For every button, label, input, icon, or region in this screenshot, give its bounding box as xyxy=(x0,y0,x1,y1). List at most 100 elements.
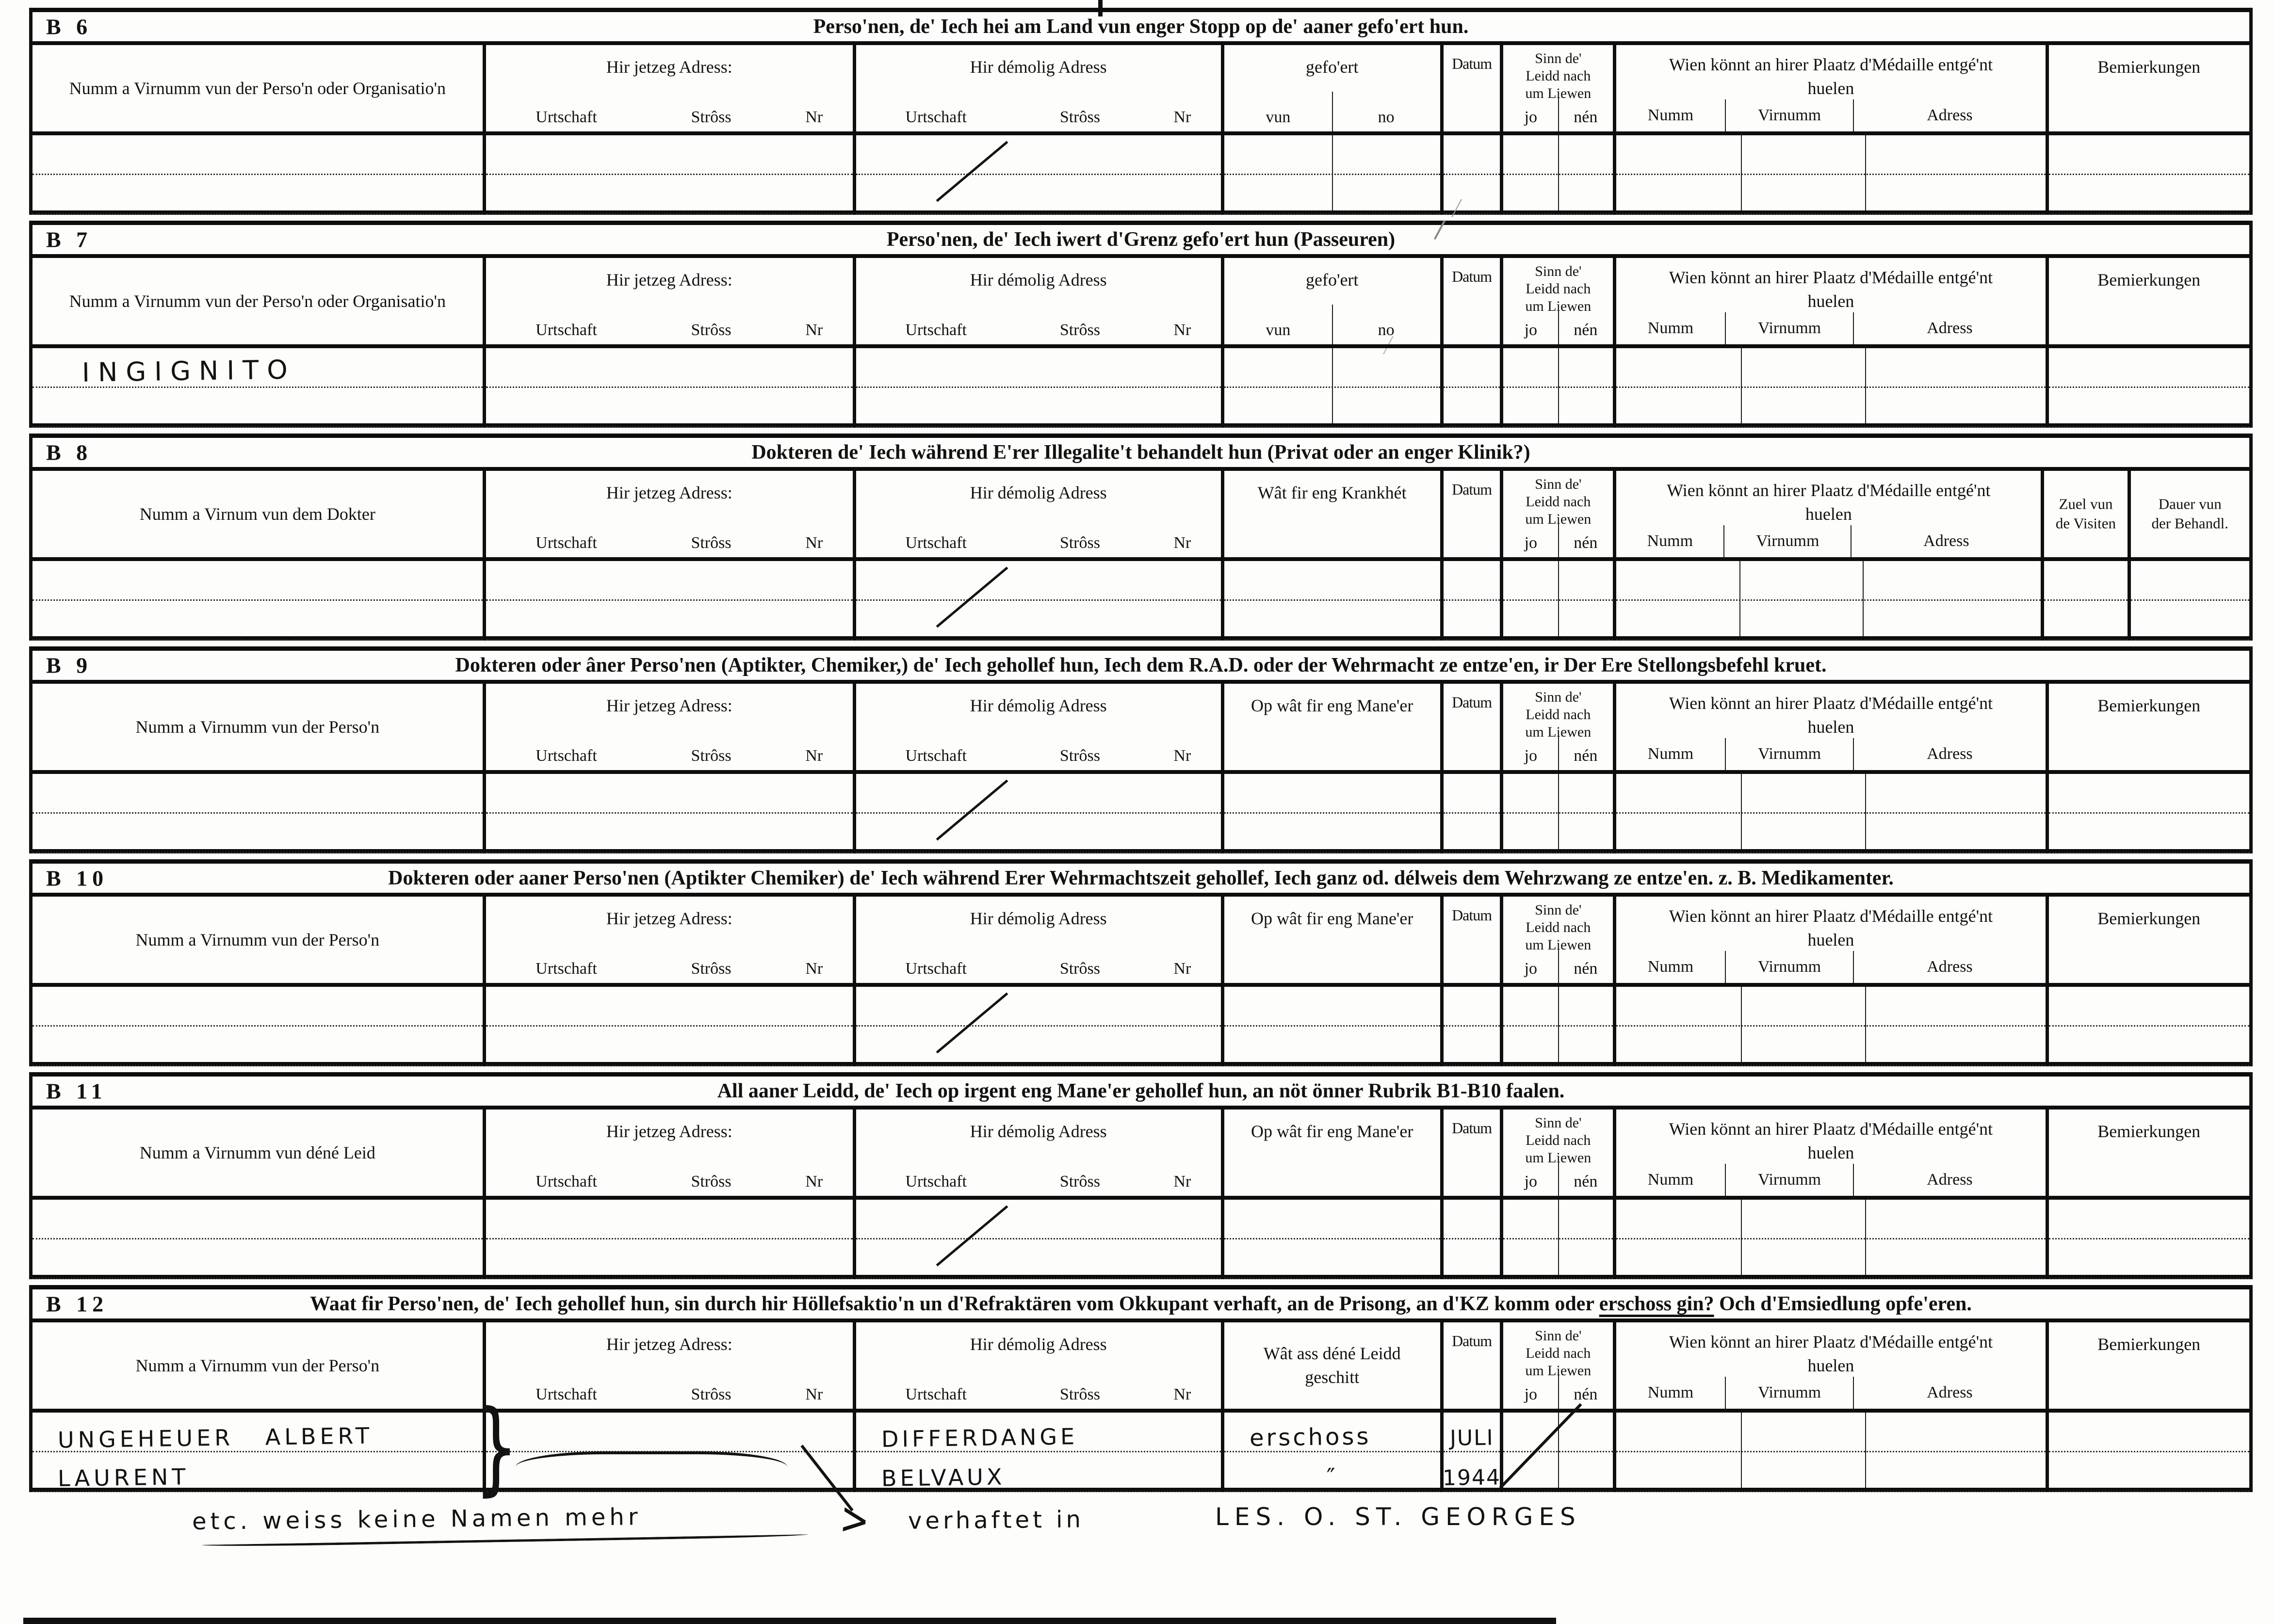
section-title-row: B 9 Dokteren oder âner Perso'nen (Aptikte… xyxy=(32,646,2249,684)
section-title-row: B 7 Perso'nen, de' Iech iwert d'Grenz gef… xyxy=(32,221,2249,258)
data-col-1: UNGEHEUER ALBERT LAURENT xyxy=(32,1413,483,1492)
data-col-6 xyxy=(1500,1200,1613,1279)
data-col-3 xyxy=(852,1200,1221,1279)
data-col-8 xyxy=(2045,774,2249,853)
data-cell xyxy=(1616,1452,2046,1492)
data-cell: JULI xyxy=(1443,1413,1500,1452)
data-rows xyxy=(32,561,2249,641)
column-header-row: Numm a Virnumm vun der Perso'n oder Orga… xyxy=(32,258,2249,348)
header-col-3: Hir démolig Adress Urtschaft Strôss Nr xyxy=(852,45,1221,131)
section-id: B 7 xyxy=(46,227,93,252)
column-header-row: Numm a Virnumm vun déné Leid Hir jetzeg A… xyxy=(32,1109,2249,1200)
header-col-4: gefo'ert vun no xyxy=(1220,258,1440,344)
data-cell xyxy=(2048,814,2249,853)
column-header-row: Numm a Virnum vun dem Dokter Hir jetzeg A… xyxy=(32,471,2249,561)
header-col-4: Wât fir eng Krankhét xyxy=(1220,471,1440,557)
handwritten-entry: ″ xyxy=(1326,1463,1338,1491)
section-title-row: B 10 Dokteren oder aaner Perso'nen (Aptik… xyxy=(32,859,2249,897)
header-col-5: Datum xyxy=(1440,258,1500,344)
data-cell xyxy=(2048,175,2249,215)
section-b11: B 11 All aaner Leidd, de' Iech op irgent … xyxy=(29,1072,2253,1279)
data-cell: UNGEHEUER ALBERT xyxy=(32,1413,483,1453)
data-col-2 xyxy=(482,1200,853,1279)
bottom-edge-rule xyxy=(23,1618,1556,1624)
data-cell xyxy=(32,1200,483,1239)
section-b12: B 12 Waat fir Perso'nen, de' Iech geholle… xyxy=(29,1285,2253,1498)
data-rows xyxy=(32,987,2249,1066)
data-col-1 xyxy=(32,561,483,641)
header-col-6: Sinn de' Leidd nach um Liewen jo nén xyxy=(1500,258,1613,344)
data-cell xyxy=(1443,601,1500,641)
data-col-7 xyxy=(1613,1413,2046,1492)
data-cell xyxy=(1224,987,1440,1027)
data-cell xyxy=(1503,1452,1613,1492)
data-cell xyxy=(1503,1027,1613,1066)
handwritten-entry: LAURENT xyxy=(57,1463,190,1492)
section-b6: B 6 Perso'nen, de' Iech hei am Land vun e… xyxy=(29,8,2253,215)
data-col-1 xyxy=(32,774,483,853)
data-cell xyxy=(1616,135,2046,175)
data-cell xyxy=(1616,348,2046,388)
underline-stroke xyxy=(202,1534,808,1547)
data-col-9 xyxy=(2127,561,2249,641)
data-cell xyxy=(1224,601,1440,641)
data-col-4: erschoss ″ xyxy=(1220,1413,1440,1492)
data-cell xyxy=(32,388,483,428)
data-cell xyxy=(486,1413,853,1452)
data-cell xyxy=(486,1452,853,1492)
data-cell xyxy=(1616,175,2046,215)
handwritten-entry: DIFFERDANGE xyxy=(881,1423,1078,1452)
data-cell xyxy=(486,1200,853,1239)
data-cell xyxy=(1443,1200,1500,1239)
data-cell xyxy=(1503,388,1613,428)
data-cell xyxy=(1616,601,2041,641)
data-col-5: JULI 1944 xyxy=(1440,1413,1501,1492)
section-b7: B 7 Perso'nen, de' Iech iwert d'Grenz gef… xyxy=(29,221,2253,428)
data-cell xyxy=(856,175,1221,215)
header-col-1: Numm a Virnumm vun der Perso'n xyxy=(135,930,380,949)
data-rows xyxy=(32,1200,2249,1279)
form-sections: B 6 Perso'nen, de' Iech hei am Land vun e… xyxy=(29,8,2253,1498)
data-col-6 xyxy=(1500,1413,1613,1492)
arrow-mark: > xyxy=(838,1491,872,1548)
data-col-5 xyxy=(1440,135,1500,215)
data-cell xyxy=(32,987,483,1027)
data-cell xyxy=(1224,1239,1440,1279)
data-col-5 xyxy=(1440,774,1500,853)
data-cell xyxy=(1443,348,1500,388)
data-col-5 xyxy=(1440,561,1500,641)
data-cell xyxy=(856,1200,1221,1239)
data-col-3 xyxy=(852,135,1221,215)
data-cell xyxy=(1443,175,1500,215)
data-cell xyxy=(1224,1200,1440,1239)
data-cell xyxy=(1443,1239,1500,1279)
section-title: Dokteren de' Iech während E'rer Illegali… xyxy=(751,441,1530,464)
data-cell xyxy=(2130,601,2249,641)
data-cell: 1944 xyxy=(1443,1452,1501,1492)
header-col-5: Datum xyxy=(1440,1109,1500,1196)
data-col-3 xyxy=(852,774,1221,853)
header-col-8: Bemierkungen xyxy=(2045,1322,2249,1409)
header-col-6: Sinn de' Leidd nach um Liewen jo nén xyxy=(1500,897,1613,983)
data-cell xyxy=(1224,1027,1440,1066)
footer-note-text-1: etc. weiss keine Namen mehr xyxy=(192,1503,642,1535)
data-cell xyxy=(486,175,853,215)
section-title: All aaner Leidd, de' Iech op irgent eng … xyxy=(717,1080,1565,1102)
data-col-8 xyxy=(2045,1413,2249,1492)
header-col-3: Hir démolig Adress Urtschaft Strôss Nr xyxy=(852,897,1221,983)
data-cell xyxy=(1224,561,1440,601)
data-cell xyxy=(32,561,483,601)
data-cell xyxy=(2044,601,2128,641)
section-title: Dokteren oder âner Perso'nen (Aptikter, … xyxy=(455,654,1827,676)
header-col-5: Datum xyxy=(1440,684,1500,770)
header-col-3: Hir démolig Adress Urtschaft Strôss Nr xyxy=(852,684,1221,770)
data-cell: BELVAUX xyxy=(856,1452,1221,1492)
section-id: B 11 xyxy=(46,1078,107,1104)
data-cell xyxy=(2048,348,2249,388)
header-col-6: Sinn de' Leidd nach um Liewen jo nén xyxy=(1500,471,1613,557)
data-col-5 xyxy=(1440,987,1500,1066)
header-col-2: Hir jetzeg Adress: Urtschaft Strôss Nr xyxy=(482,258,853,344)
data-col-8 xyxy=(2045,135,2249,215)
section-id: B 6 xyxy=(46,14,93,39)
